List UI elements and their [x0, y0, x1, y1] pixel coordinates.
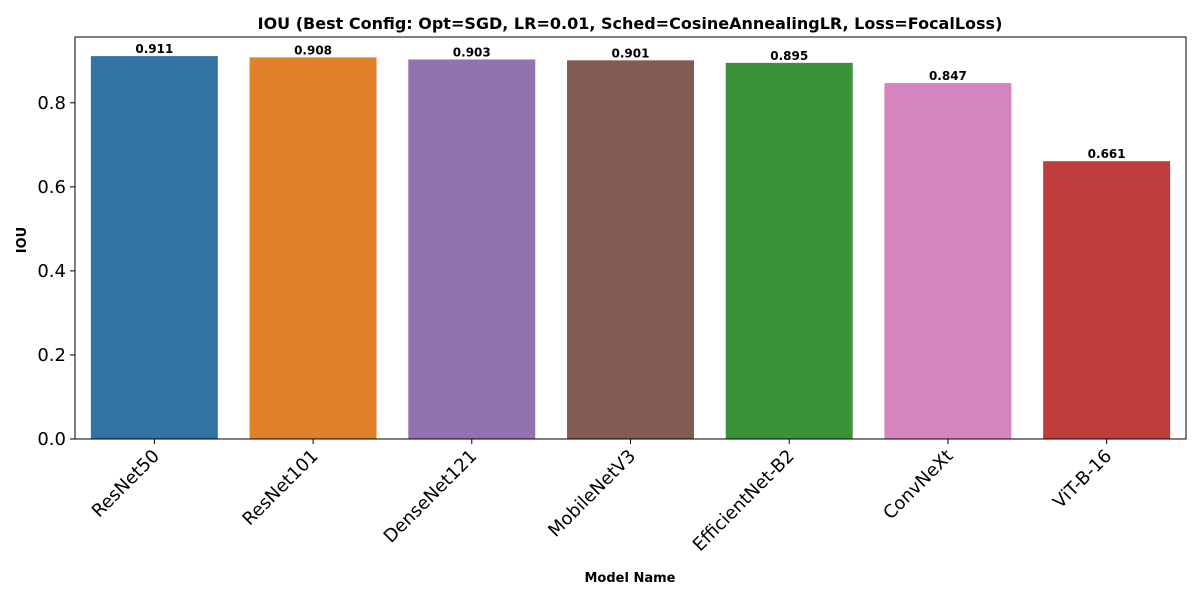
bar-value-label: 0.901 [612, 46, 650, 60]
bar-value-label: 0.661 [1088, 147, 1126, 161]
chart-title: IOU (Best Config: Opt=SGD, LR=0.01, Sche… [258, 14, 1003, 33]
bar-value-label: 0.911 [135, 42, 173, 56]
y-axis-label: IOU [15, 227, 30, 253]
y-axis-ticks: 0.0 0.2 0.4 0.6 0.8 [37, 93, 75, 450]
bar-value-label: 0.903 [453, 45, 491, 59]
x-tick-label: MobileNetV3 [544, 446, 640, 542]
bar-value-label: 0.895 [770, 49, 808, 63]
plot-frame [74, 36, 1187, 440]
bar [408, 59, 536, 439]
bars-group [90, 56, 1171, 440]
bar [725, 62, 853, 440]
x-tick-label: ResNet101 [238, 446, 322, 530]
y-tick-label: 0.2 [37, 345, 66, 366]
y-tick-label: 0.0 [37, 429, 66, 450]
x-tick-label: ResNet50 [88, 446, 164, 522]
x-tick-label: DenseNet121 [380, 446, 482, 548]
bar [90, 56, 218, 440]
bar [884, 83, 1012, 440]
x-axis-ticks: ResNet50 ResNet101 DenseNet121 MobileNetV3 E… [88, 439, 1116, 556]
x-tick-label: EfficientNet-B2 [689, 446, 799, 556]
y-tick-label: 0.6 [37, 177, 66, 198]
bar-value-label: 0.908 [294, 43, 332, 57]
bar [249, 57, 377, 439]
data-labels-group: 0.911 0.908 0.903 0.901 0.895 0.847 0.661 [135, 42, 1125, 161]
bar [567, 60, 694, 440]
bar-value-label: 0.847 [929, 69, 967, 83]
bar [1043, 161, 1171, 439]
x-axis-label: Model Name [585, 571, 676, 586]
y-tick-label: 0.4 [37, 261, 66, 282]
x-tick-label: ViT-B-16 [1049, 446, 1116, 513]
y-tick-label: 0.8 [37, 93, 66, 114]
x-tick-label: ConvNeXt [879, 446, 957, 524]
